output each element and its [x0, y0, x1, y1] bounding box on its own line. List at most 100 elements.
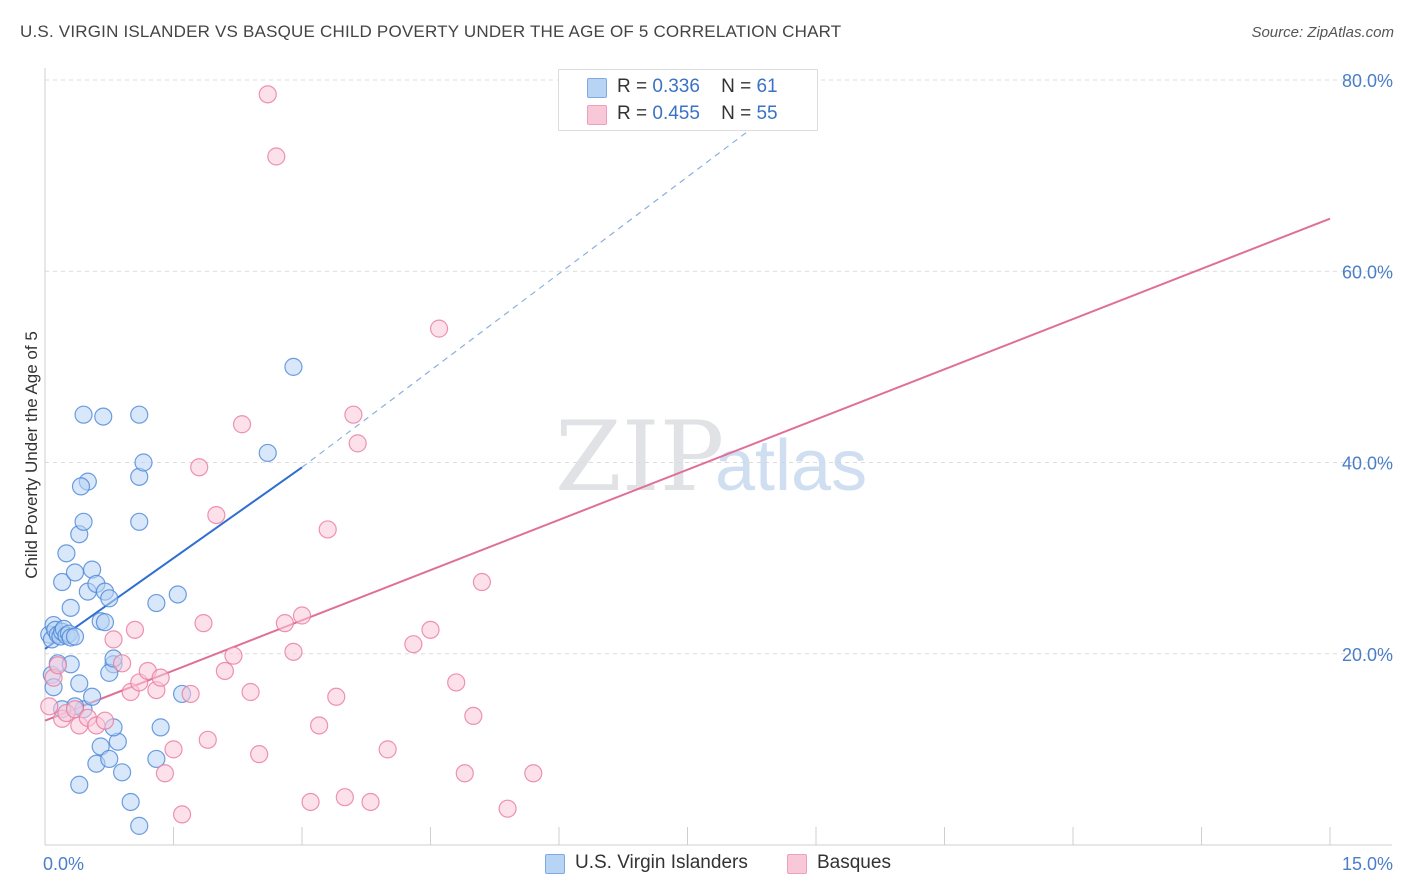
- point-basques: [335, 788, 354, 807]
- point-virgin-islanders: [70, 775, 89, 794]
- point-virgin-islanders: [151, 718, 170, 737]
- point-virgin-islanders: [100, 589, 119, 608]
- point-virgin-islanders: [168, 585, 187, 604]
- point-virgin-islanders: [53, 572, 72, 592]
- legend-r-label: R =: [617, 76, 648, 97]
- point-basques: [310, 716, 329, 735]
- point-basques: [164, 740, 183, 759]
- bottom-legend-swatch-virgin-islanders: [545, 854, 565, 874]
- point-basques: [301, 792, 320, 812]
- legend-swatch-basques: [587, 105, 607, 125]
- legend-n-value-basques: 55: [756, 103, 778, 124]
- point-basques: [40, 697, 59, 716]
- point-virgin-islanders: [61, 598, 80, 617]
- point-basques: [344, 405, 363, 424]
- point-basques: [207, 505, 226, 525]
- point-basques: [275, 614, 294, 633]
- point-basques: [181, 684, 200, 704]
- point-basques: [224, 646, 243, 665]
- legend-r-value-basques: 0.455: [652, 103, 700, 124]
- y-tick-label: 80.0%: [1342, 71, 1393, 91]
- legend-r-label: R =: [617, 103, 648, 124]
- trend-extension-virgin-islanders: [301, 79, 817, 468]
- point-basques: [241, 682, 260, 702]
- point-basques: [498, 799, 517, 818]
- point-basques: [215, 661, 234, 681]
- point-basques: [155, 764, 175, 783]
- y-tick-label: 40.0%: [1342, 454, 1393, 474]
- point-basques: [104, 630, 123, 649]
- point-virgin-islanders: [83, 687, 102, 706]
- legend-swatch-virgin-islanders: [587, 78, 607, 98]
- gridlines: [45, 79, 1392, 655]
- chart-title: U.S. VIRGIN ISLANDER VS BASQUE CHILD POV…: [20, 22, 842, 41]
- point-virgin-islanders: [130, 405, 149, 424]
- point-virgin-islanders: [121, 792, 140, 812]
- point-basques: [404, 635, 423, 654]
- point-basques: [429, 319, 449, 338]
- point-virgin-islanders: [74, 512, 93, 531]
- trend-lines: [44, 79, 1331, 722]
- x-tick-label: 0.0%: [43, 854, 84, 874]
- point-basques: [198, 730, 217, 749]
- point-basques: [464, 706, 483, 726]
- point-virgin-islanders: [95, 613, 115, 632]
- y-tick-label: 60.0%: [1342, 262, 1393, 282]
- y-axis-title: Child Poverty Under the Age of 5: [22, 331, 41, 579]
- point-virgin-islanders: [74, 405, 93, 424]
- point-virgin-islanders: [94, 407, 113, 426]
- point-basques: [125, 620, 145, 639]
- point-virgin-islanders: [134, 453, 153, 472]
- point-virgin-islanders: [147, 593, 166, 613]
- point-basques: [421, 620, 440, 639]
- point-basques: [284, 642, 303, 661]
- point-basques: [190, 458, 209, 477]
- point-virgin-islanders: [130, 816, 149, 835]
- legend-n-value-virgin-islanders: 61: [756, 76, 778, 97]
- source-label: Source: ZipAtlas.com: [1251, 24, 1394, 41]
- point-basques: [250, 745, 269, 764]
- watermark-zip: ZIP: [555, 401, 724, 513]
- bottom-legend-label-basques: Basques: [817, 852, 891, 873]
- point-virgin-islanders: [65, 563, 85, 582]
- bottom-legend-label-virgin-islanders: U.S. Virgin Islanders: [575, 852, 748, 873]
- point-basques: [455, 764, 474, 783]
- legend-n-label: N =: [721, 103, 752, 124]
- trend-line-virgin-islanders: [44, 466, 303, 650]
- legend-r-value-virgin-islanders: 0.336: [652, 76, 700, 97]
- point-virgin-islanders: [65, 627, 85, 646]
- point-virgin-islanders: [100, 749, 119, 769]
- point-virgin-islanders: [70, 674, 89, 693]
- point-basques: [378, 740, 397, 759]
- axes: [44, 68, 1392, 846]
- trend-line-basques: [44, 217, 1331, 722]
- point-virgin-islanders: [57, 544, 76, 563]
- point-virgin-islanders: [258, 443, 277, 463]
- point-basques: [232, 415, 252, 434]
- point-basques: [348, 434, 367, 453]
- y-tick-label: 20.0%: [1342, 645, 1393, 665]
- legend-n-label: N =: [721, 76, 752, 97]
- point-basques: [194, 614, 213, 633]
- point-basques: [151, 668, 170, 687]
- point-basques: [112, 654, 132, 673]
- point-basques: [172, 805, 192, 824]
- x-tick-label: 15.0%: [1342, 854, 1393, 874]
- point-virgin-islanders: [147, 749, 166, 769]
- tick-labels: 20.0% 40.0% 60.0% 80.0% 0.0% 15.0%: [43, 71, 1393, 874]
- point-basques: [267, 147, 286, 166]
- point-basques: [524, 764, 543, 783]
- point-virgin-islanders: [91, 737, 110, 756]
- point-basques: [48, 656, 67, 675]
- point-basques: [258, 85, 277, 104]
- point-basques: [327, 687, 346, 706]
- bottom-legend-swatch-basques: [787, 854, 807, 874]
- legend: R = 0.336 N = 61 R = 0.455 N = 55: [558, 69, 818, 131]
- watermark-atlas: atlas: [715, 426, 867, 506]
- point-virgin-islanders: [284, 357, 303, 376]
- point-basques: [472, 572, 491, 592]
- point-basques: [95, 711, 115, 730]
- point-virgin-islanders: [71, 477, 91, 496]
- point-virgin-islanders: [130, 512, 149, 531]
